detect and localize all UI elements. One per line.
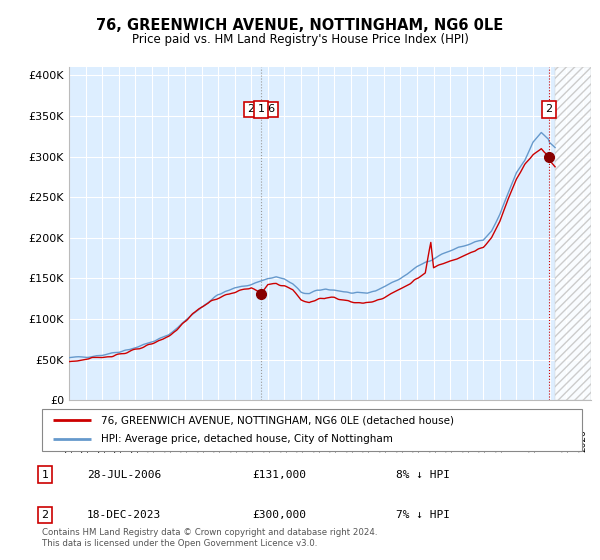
- Text: 2015: 2015: [396, 429, 405, 452]
- Text: 2026: 2026: [578, 429, 587, 451]
- Text: 1999: 1999: [131, 429, 140, 452]
- Text: 1: 1: [41, 470, 49, 479]
- Text: 2001: 2001: [164, 429, 173, 452]
- Text: 1996: 1996: [81, 429, 90, 452]
- Text: 18-DEC-2023: 18-DEC-2023: [87, 510, 161, 520]
- Text: 76, GREENWICH AVENUE, NOTTINGHAM, NG6 0LE: 76, GREENWICH AVENUE, NOTTINGHAM, NG6 0L…: [97, 18, 503, 32]
- Text: 2018: 2018: [446, 429, 455, 452]
- Text: Price paid vs. HM Land Registry's House Price Index (HPI): Price paid vs. HM Land Registry's House …: [131, 32, 469, 46]
- Text: 2004: 2004: [214, 429, 223, 451]
- Text: 1997: 1997: [98, 429, 107, 452]
- Text: 2003: 2003: [197, 429, 206, 452]
- Text: £131,000: £131,000: [252, 470, 306, 479]
- Text: 2: 2: [41, 510, 49, 520]
- Text: 8% ↓ HPI: 8% ↓ HPI: [396, 470, 450, 479]
- Text: 2008: 2008: [280, 429, 289, 452]
- Text: 2: 2: [545, 105, 553, 114]
- Text: 2025: 2025: [562, 429, 571, 451]
- Text: 2023: 2023: [529, 429, 538, 451]
- Text: 2005: 2005: [230, 429, 239, 452]
- Text: 2020: 2020: [479, 429, 488, 451]
- Text: 2014: 2014: [379, 429, 388, 451]
- FancyBboxPatch shape: [42, 409, 582, 451]
- Text: 2019: 2019: [462, 429, 471, 452]
- Text: 2021: 2021: [496, 429, 505, 451]
- Text: 1995: 1995: [64, 429, 73, 452]
- Text: 2017: 2017: [429, 429, 438, 452]
- Text: 2024: 2024: [545, 429, 554, 451]
- Text: 2006: 2006: [247, 105, 275, 114]
- Text: 2012: 2012: [346, 429, 355, 451]
- Text: 28-JUL-2006: 28-JUL-2006: [87, 470, 161, 479]
- Text: 2002: 2002: [181, 429, 190, 451]
- Text: 2011: 2011: [329, 429, 338, 452]
- Text: 2013: 2013: [363, 429, 372, 452]
- Text: £300,000: £300,000: [252, 510, 306, 520]
- Text: 2022: 2022: [512, 429, 521, 451]
- Text: 2007: 2007: [263, 429, 272, 452]
- Text: 7% ↓ HPI: 7% ↓ HPI: [396, 510, 450, 520]
- Text: 2006: 2006: [247, 429, 256, 452]
- Text: 1998: 1998: [114, 429, 123, 452]
- Text: 1: 1: [257, 105, 265, 114]
- Text: 2010: 2010: [313, 429, 322, 452]
- Text: HPI: Average price, detached house, City of Nottingham: HPI: Average price, detached house, City…: [101, 435, 393, 445]
- Text: 76, GREENWICH AVENUE, NOTTINGHAM, NG6 0LE (detached house): 76, GREENWICH AVENUE, NOTTINGHAM, NG6 0L…: [101, 415, 454, 425]
- Bar: [555, 67, 591, 400]
- Text: Contains HM Land Registry data © Crown copyright and database right 2024.
This d: Contains HM Land Registry data © Crown c…: [42, 528, 377, 548]
- Bar: [555, 67, 591, 400]
- Text: 2000: 2000: [148, 429, 157, 452]
- Text: 2016: 2016: [412, 429, 421, 452]
- Text: 2009: 2009: [296, 429, 305, 452]
